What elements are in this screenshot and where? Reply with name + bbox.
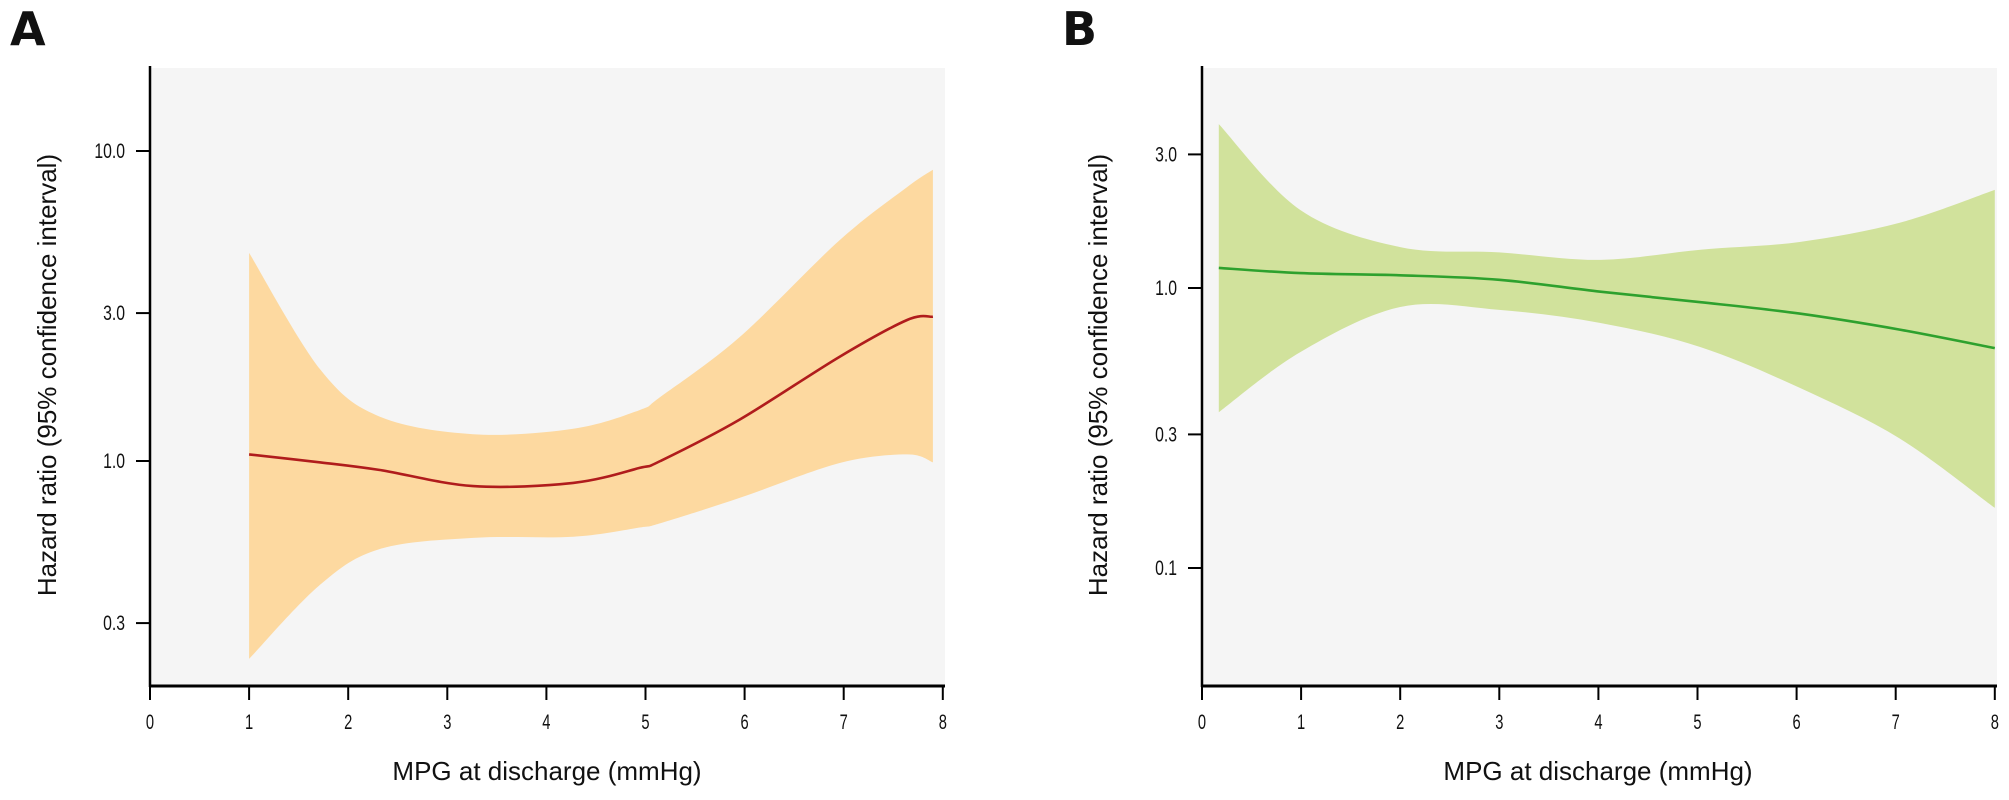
x-tick-label: 2 xyxy=(344,710,352,733)
y-axis-title-b: Hazard ratio (95% confidence interval) xyxy=(1083,154,1113,596)
x-tick-label: 3 xyxy=(443,710,451,733)
x-ticks-a: 0 1 2 3 4 5 6 7 8 xyxy=(146,686,947,734)
ci-band xyxy=(249,169,933,659)
hazard-ratio-line xyxy=(248,314,934,489)
ci-band-layer-b xyxy=(1218,124,1995,508)
x-tick-label: 8 xyxy=(939,710,947,733)
y-tick-label: 0.3 xyxy=(103,611,125,635)
x-tick-label: 6 xyxy=(741,710,749,733)
y-tick-label: 0.3 xyxy=(1155,422,1177,446)
ci-band-layer-a xyxy=(249,169,933,659)
y-ticks-b: 0.1 0.3 1.0 3.0 xyxy=(1155,142,1202,580)
y-tick-label: 3.0 xyxy=(103,301,125,325)
y-ticks-a: 0.3 1.0 3.0 10.0 xyxy=(94,139,150,635)
y-tick-label: 3.0 xyxy=(1155,142,1177,166)
y-tick-label: 0.1 xyxy=(1155,556,1177,580)
x-tick-label: 5 xyxy=(1693,710,1701,733)
x-axis-title-a: MPG at discharge (mmHg) xyxy=(392,756,701,786)
hr-line-layer-b xyxy=(1218,266,1996,350)
y-tick-label: 1.0 xyxy=(1155,276,1177,300)
panel-b: B 0 1 2 3 4 5 6 7 8 0.1 0.3 1.0 3.0 MPG at discharg… xyxy=(1062,2,1999,786)
y-tick-label: 10.0 xyxy=(94,139,125,163)
x-tick-label: 7 xyxy=(840,710,848,733)
x-tick-label: 4 xyxy=(1594,710,1602,733)
panel-letter-b: B xyxy=(1062,2,1097,56)
ci-band xyxy=(1218,124,1995,508)
panel-a: A 0 1 2 3 4 5 6 7 8 0.3 1.0 3.0 10.0 MPG at dischar… xyxy=(10,2,947,786)
x-axis-title-b: MPG at discharge (mmHg) xyxy=(1443,756,1752,786)
panel-letter-a: A xyxy=(10,2,46,56)
x-tick-label: 1 xyxy=(245,710,253,733)
hazard-ratio-line xyxy=(1218,266,1996,350)
x-ticks-b: 0 1 2 3 4 5 6 7 8 xyxy=(1198,686,1999,734)
x-tick-label: 2 xyxy=(1396,710,1404,733)
y-tick-label: 1.0 xyxy=(103,449,125,473)
x-tick-label: 4 xyxy=(542,710,550,733)
x-tick-label: 0 xyxy=(146,710,154,733)
x-tick-label: 8 xyxy=(1991,710,1999,733)
x-tick-label: 7 xyxy=(1892,710,1900,733)
x-tick-label: 1 xyxy=(1297,710,1305,733)
hr-line-layer-a xyxy=(248,314,934,489)
x-tick-label: 0 xyxy=(1198,710,1206,733)
x-tick-label: 3 xyxy=(1495,710,1503,733)
x-tick-label: 6 xyxy=(1793,710,1801,733)
y-axis-title-a: Hazard ratio (95% confidence interval) xyxy=(32,154,62,596)
x-tick-label: 5 xyxy=(641,710,649,733)
